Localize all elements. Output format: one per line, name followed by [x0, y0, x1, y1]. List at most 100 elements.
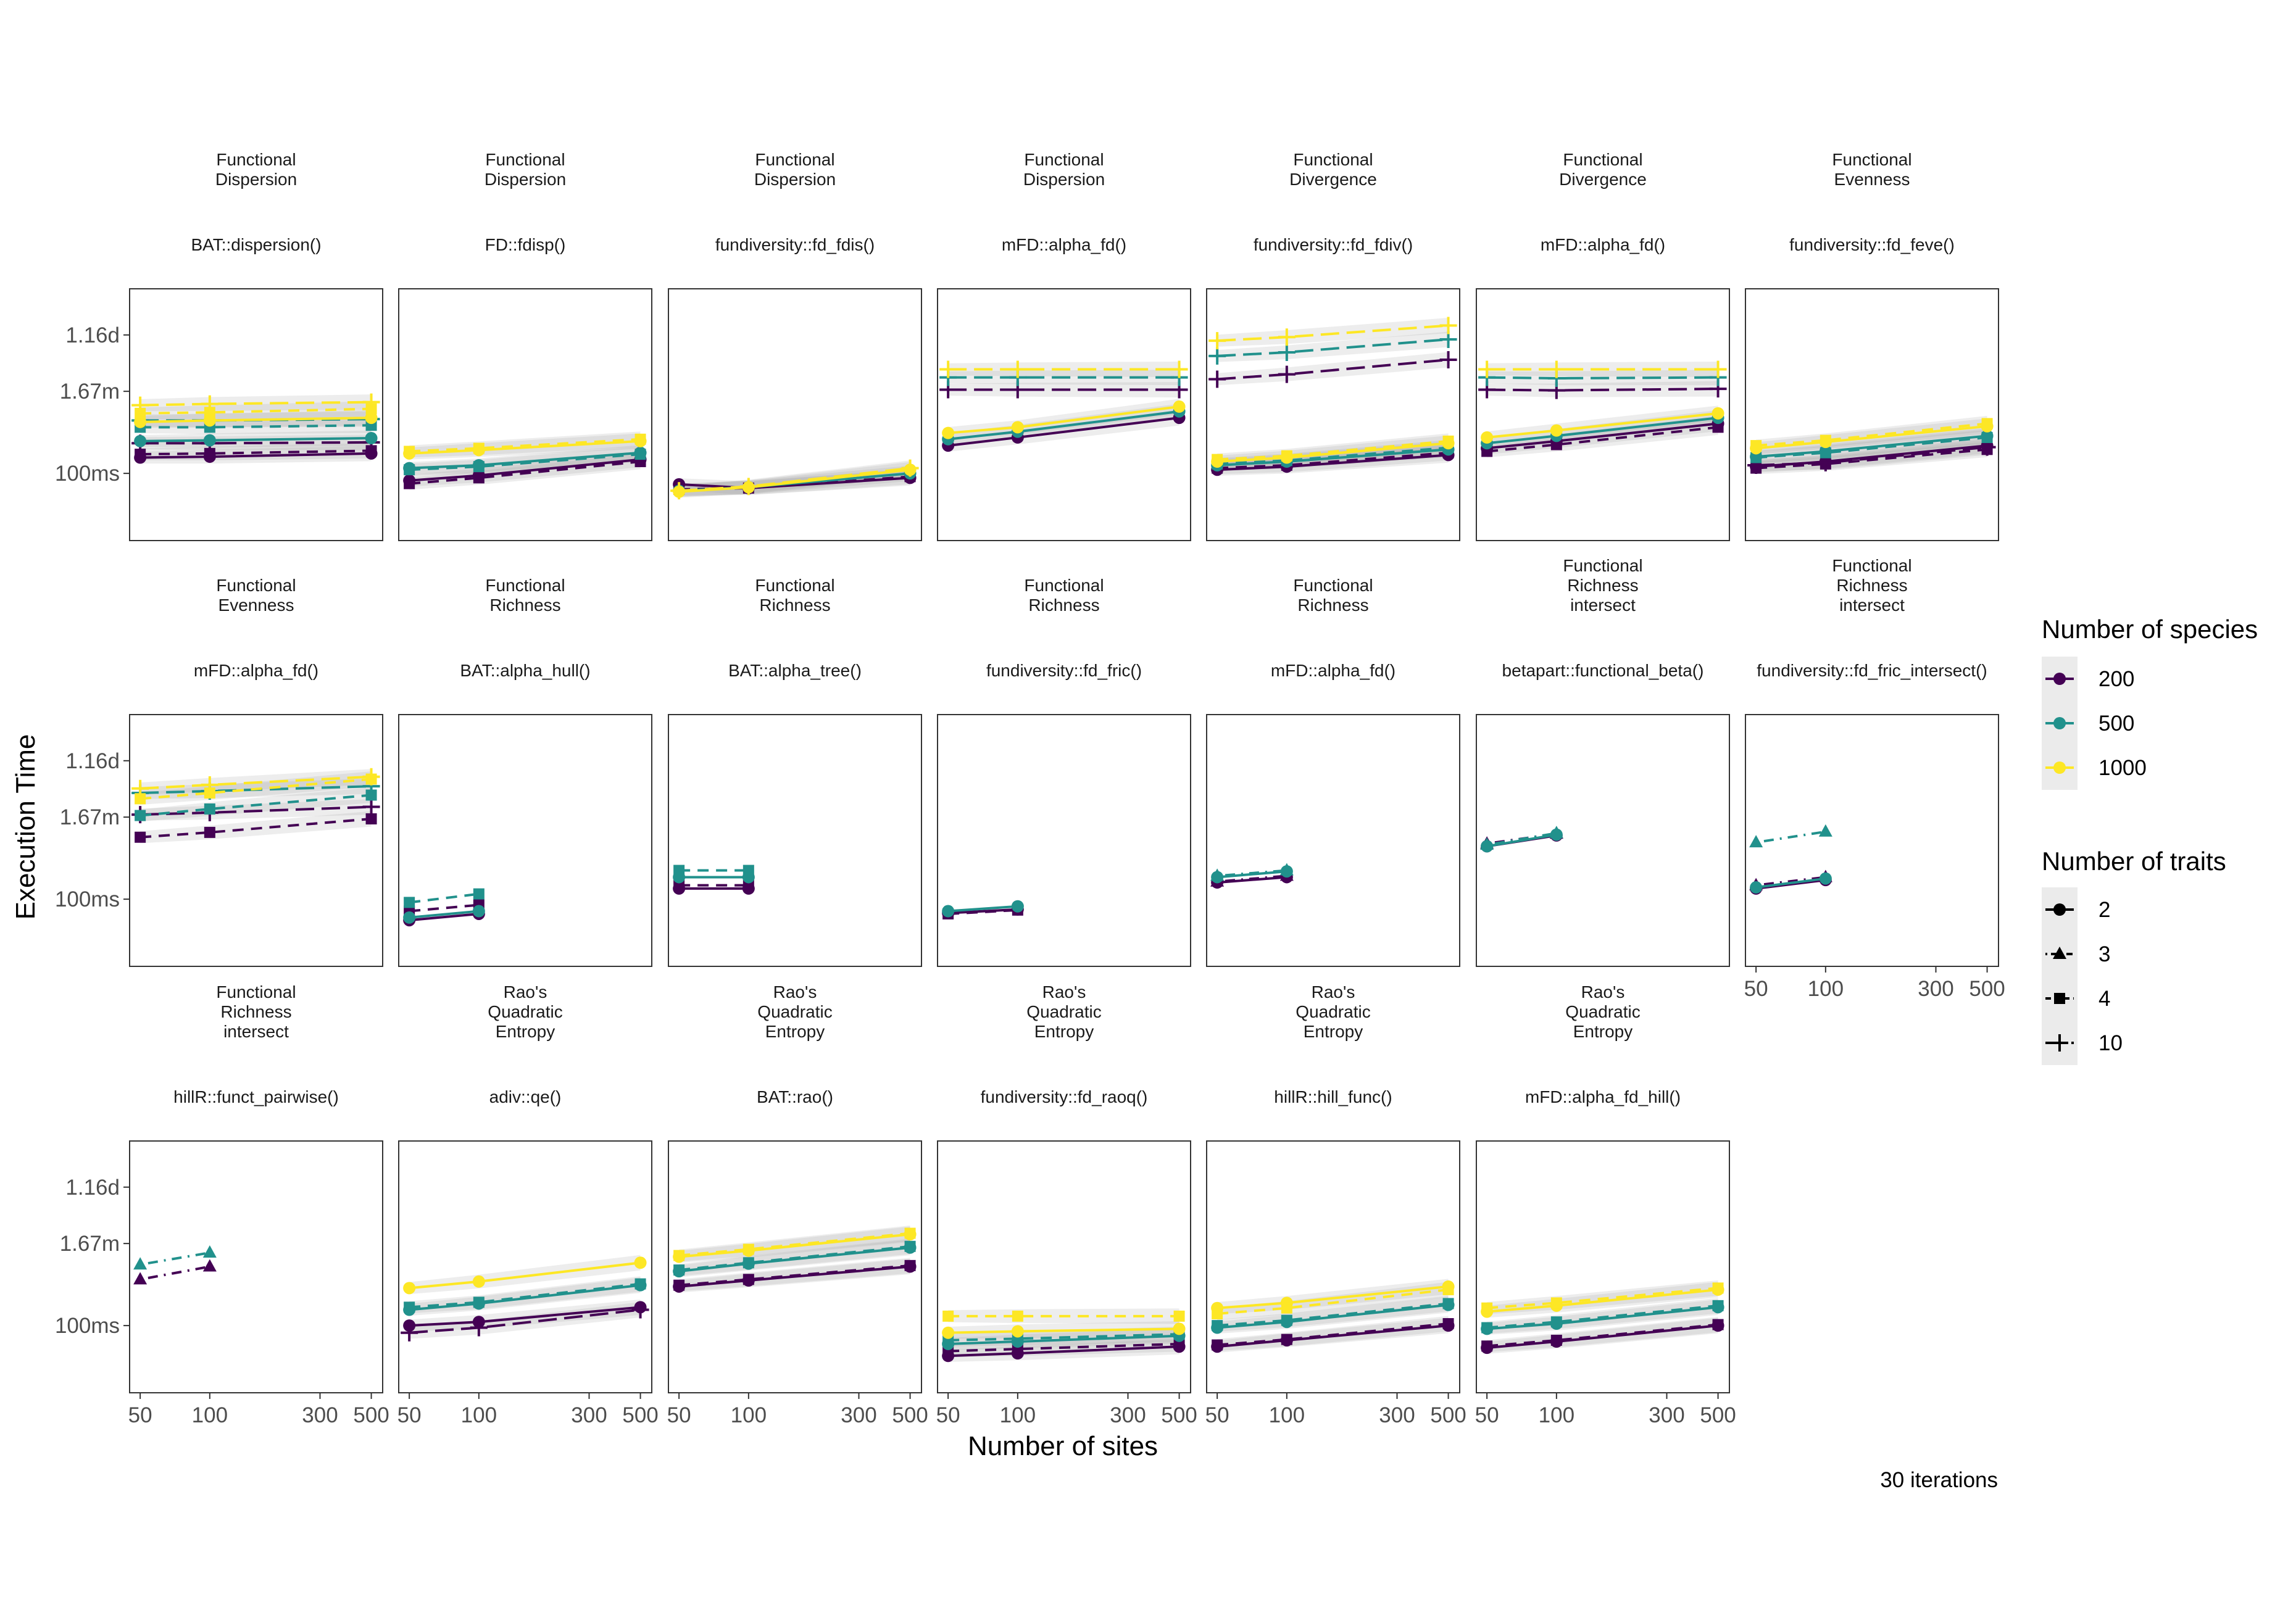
panel-title-line: Functional: [755, 576, 834, 595]
panel-3: Functional Dispersionfundiversity::fd_fdi…: [668, 150, 922, 541]
panel-20: Rao's Quadratic EntropymFD::alpha_fd_hill(…: [1476, 982, 1730, 1393]
panel-frame: [1206, 1140, 1460, 1393]
panel-data: [131, 768, 380, 844]
x-tick-label: 500: [1161, 1403, 1197, 1427]
y-axis-title: Execution Time: [10, 734, 41, 920]
data-point: [1281, 1334, 1292, 1345]
series-line: [140, 424, 372, 429]
legend-species-item: 1000: [2045, 756, 2147, 780]
data-point: [1212, 1339, 1223, 1351]
panel-title: Rao's Quadratic Entropy: [488, 982, 562, 1041]
data-point: [1547, 360, 1565, 378]
panel-data: [131, 393, 380, 464]
y-tick-label: 1.67m: [60, 1232, 120, 1256]
legend-species-label: 500: [2098, 712, 2134, 736]
legend-traits-label: 3: [2098, 942, 2110, 966]
data-point: [1170, 360, 1188, 378]
data-point: [1481, 1322, 1493, 1334]
series-line: [409, 903, 480, 913]
panel-title: Functional Richness: [1293, 576, 1373, 615]
data-point: [1173, 1322, 1186, 1335]
data-point: [1981, 431, 1993, 443]
panels-layer: Functional DispersionBAT::dispersion()Fun…: [129, 150, 1999, 1393]
panel-frame: [1745, 714, 1999, 967]
panel-title-line: Entropy: [1573, 1022, 1633, 1041]
series-line: [1217, 1288, 1449, 1316]
series-line: [1486, 1304, 1718, 1329]
series-line: [1756, 448, 1987, 470]
data-point: [135, 831, 146, 843]
panel-frame: [668, 714, 922, 967]
x-tick-label: 300: [302, 1403, 338, 1427]
panel-title: Functional Richness: [485, 576, 565, 615]
panel-title-line: Quadratic: [488, 1002, 562, 1021]
data-point: [939, 360, 957, 378]
data-point: [1208, 370, 1226, 388]
data-point: [365, 789, 377, 801]
x-tick-label: 300: [1918, 977, 1953, 1001]
data-point: [1442, 1298, 1454, 1309]
data-point: [470, 1319, 488, 1337]
panel-14: Functional Richness intersect fundiversity:…: [1745, 556, 1999, 967]
data-point: [1011, 421, 1024, 434]
panel-data: [403, 431, 647, 490]
panel-title-line: Richness: [1836, 576, 1907, 595]
series-line: [678, 1264, 910, 1287]
series-line: [948, 1333, 1179, 1342]
series-line: [409, 460, 641, 485]
legend-species-label: 200: [2098, 667, 2134, 691]
x-tick-label: 100: [1808, 977, 1844, 1001]
panel-title: Rao's Quadratic Entropy: [1026, 982, 1101, 1041]
data-point: [204, 826, 215, 838]
x-tick-label: 300: [1110, 1403, 1146, 1427]
x-axis-title: Number of sites: [968, 1431, 1158, 1461]
panel-data: [403, 888, 485, 927]
series-line: [409, 1282, 641, 1309]
data-point: [1009, 360, 1026, 378]
data-point: [135, 793, 146, 805]
data-point: [1173, 1310, 1185, 1322]
series-line: [139, 1265, 210, 1281]
data-point: [365, 432, 378, 445]
x-tick-label: 500: [1700, 1403, 1736, 1427]
data-point: [362, 393, 380, 411]
data-point: [472, 905, 485, 918]
data-point: [742, 1243, 754, 1255]
legend-traits-title: Number of traits: [2042, 847, 2226, 876]
data-point: [1481, 1302, 1493, 1314]
data-point: [1212, 1308, 1223, 1320]
panel-title-line: Richness: [1297, 595, 1368, 615]
legend-traits-label: 10: [2098, 1031, 2123, 1055]
panel-data: [673, 865, 755, 895]
panel-7: Functional Evennessfundiversity::fd_feve(…: [1745, 150, 1999, 541]
legend-species-marker: [2053, 761, 2066, 774]
x-tick-label: 50: [397, 1403, 422, 1427]
panel-title-line: Functional: [755, 150, 834, 169]
legend-species-item: 500: [2045, 712, 2134, 736]
panel-title-line: Quadratic: [757, 1002, 832, 1021]
panel-title-line: Richness: [759, 595, 830, 615]
data-point: [1281, 1302, 1292, 1314]
data-point: [942, 426, 955, 439]
panel-frame: [398, 288, 652, 541]
y-tick-label: 100ms: [55, 462, 120, 486]
panel-title-line: Functional: [1293, 150, 1373, 169]
data-point: [1279, 863, 1294, 876]
panel-title-line: Functional: [1024, 150, 1104, 169]
panel-frame: [129, 714, 383, 967]
panel-data: [1208, 317, 1457, 476]
series-line: [139, 817, 372, 839]
x-tick-label: 100: [1539, 1403, 1574, 1427]
data-point: [1750, 440, 1762, 452]
series-line: [1755, 436, 1987, 459]
panel-data: [1481, 1280, 1724, 1355]
panel-subtitle: hillR::funct_pairwise(): [173, 1087, 339, 1106]
data-point: [472, 1275, 485, 1288]
panel-subtitle: fundiversity::fd_fric(): [986, 661, 1142, 680]
data-point: [202, 1245, 217, 1258]
series-line: [409, 453, 641, 471]
